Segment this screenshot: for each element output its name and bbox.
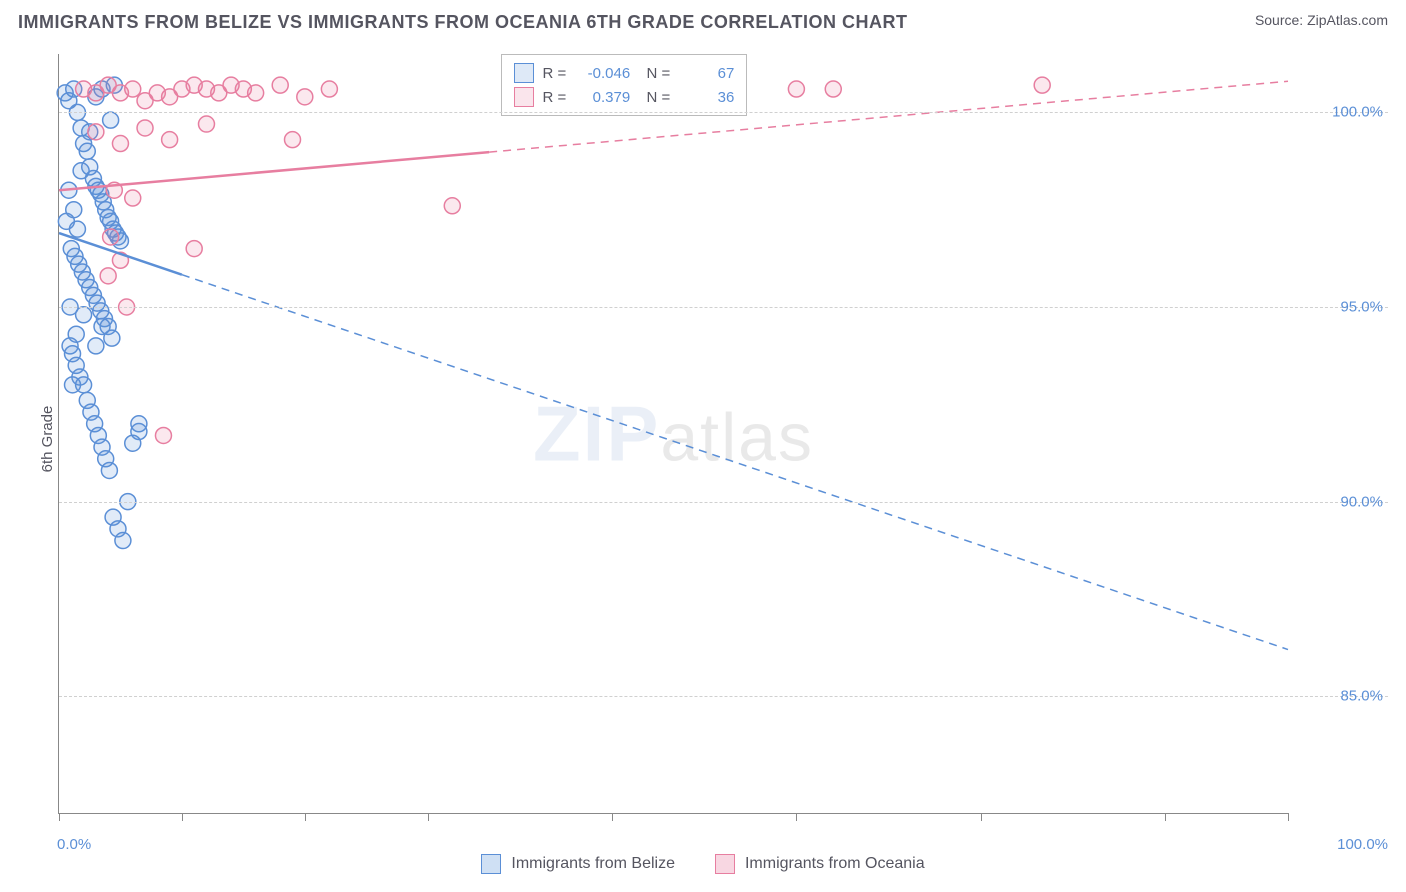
data-point-oceania <box>321 81 337 97</box>
y-tick-label: 90.0% <box>1293 493 1383 510</box>
data-point-oceania <box>788 81 804 97</box>
source-credit: Source: ZipAtlas.com <box>1255 12 1388 28</box>
data-point-belize <box>94 318 110 334</box>
data-point-oceania <box>297 89 313 105</box>
x-tick <box>1165 813 1166 821</box>
bottom-legend-item-belize: Immigrants from Belize <box>481 854 675 874</box>
legend-n-value-oceania: 36 <box>678 89 734 106</box>
x-max-label: 100.0% <box>1298 836 1388 853</box>
legend-n-label: N = <box>638 89 670 106</box>
data-point-belize <box>68 326 84 342</box>
bottom-legend-swatch-belize <box>481 854 501 874</box>
data-point-belize <box>131 424 147 440</box>
legend-row-oceania: R = 0.379 N = 36 <box>514 85 734 109</box>
data-point-oceania <box>103 229 119 245</box>
data-point-oceania <box>125 81 141 97</box>
chart-title: IMMIGRANTS FROM BELIZE VS IMMIGRANTS FRO… <box>18 12 907 33</box>
data-point-oceania <box>1034 77 1050 93</box>
gridline <box>59 307 1388 308</box>
bottom-legend-swatch-oceania <box>715 854 735 874</box>
y-tick-label: 100.0% <box>1293 104 1383 121</box>
legend-n-value-belize: 67 <box>678 65 734 82</box>
data-point-oceania <box>198 116 214 132</box>
data-point-oceania <box>112 136 128 152</box>
data-point-oceania <box>137 120 153 136</box>
source-label: Source: <box>1255 12 1307 28</box>
data-point-oceania <box>186 241 202 257</box>
data-point-belize <box>65 377 81 393</box>
data-point-oceania <box>162 132 178 148</box>
x-tick <box>305 813 306 821</box>
source-link[interactable]: ZipAtlas.com <box>1307 12 1388 28</box>
data-point-belize <box>58 213 74 229</box>
legend-r-label: R = <box>542 89 566 106</box>
bottom-legend-item-oceania: Immigrants from Oceania <box>715 854 925 874</box>
trend-line-dashed-belize <box>182 275 1288 650</box>
legend-swatch-oceania <box>514 87 534 107</box>
bottom-legend-label-belize: Immigrants from Belize <box>511 855 675 873</box>
legend-swatch-belize <box>514 63 534 83</box>
data-point-oceania <box>285 132 301 148</box>
series-legend: Immigrants from Belize Immigrants from Oc… <box>0 854 1406 874</box>
data-point-oceania <box>825 81 841 97</box>
legend-r-value-oceania: 0.379 <box>574 89 630 106</box>
trend-line-oceania <box>59 152 489 190</box>
data-point-oceania <box>248 85 264 101</box>
gridline <box>59 696 1388 697</box>
x-tick <box>59 813 60 821</box>
y-tick-label: 95.0% <box>1293 299 1383 316</box>
bottom-legend-label-oceania: Immigrants from Oceania <box>745 855 925 873</box>
legend-r-value-belize: -0.046 <box>574 65 630 82</box>
x-tick <box>182 813 183 821</box>
x-tick <box>1288 813 1289 821</box>
y-axis-label: 6th Grade <box>39 406 56 473</box>
legend-row-belize: R = -0.046 N = 67 <box>514 61 734 85</box>
data-point-oceania <box>88 124 104 140</box>
data-point-oceania <box>125 190 141 206</box>
y-tick-label: 85.0% <box>1293 688 1383 705</box>
gridline <box>59 112 1388 113</box>
x-tick <box>796 813 797 821</box>
data-point-belize <box>103 112 119 128</box>
data-point-belize <box>88 338 104 354</box>
legend-n-label: N = <box>638 65 670 82</box>
correlation-legend: R = -0.046 N = 67 R = 0.379 N = 36 <box>501 54 747 116</box>
x-tick <box>612 813 613 821</box>
gridline <box>59 502 1388 503</box>
data-point-oceania <box>100 268 116 284</box>
data-point-oceania <box>272 77 288 93</box>
legend-r-label: R = <box>542 65 566 82</box>
data-point-oceania <box>155 427 171 443</box>
chart-container: 6th Grade ZIPatlas R =-0.046 N =67R =0.3… <box>18 46 1388 832</box>
x-tick <box>981 813 982 821</box>
x-min-label: 0.0% <box>57 836 91 853</box>
data-point-oceania <box>444 198 460 214</box>
data-point-belize <box>73 163 89 179</box>
plot-svg <box>59 54 1288 813</box>
data-point-belize <box>79 143 95 159</box>
data-point-belize <box>101 462 117 478</box>
data-point-belize <box>115 533 131 549</box>
plot-area: ZIPatlas R =-0.046 N =67R =0.379 N =36 8… <box>58 54 1288 814</box>
x-tick <box>428 813 429 821</box>
